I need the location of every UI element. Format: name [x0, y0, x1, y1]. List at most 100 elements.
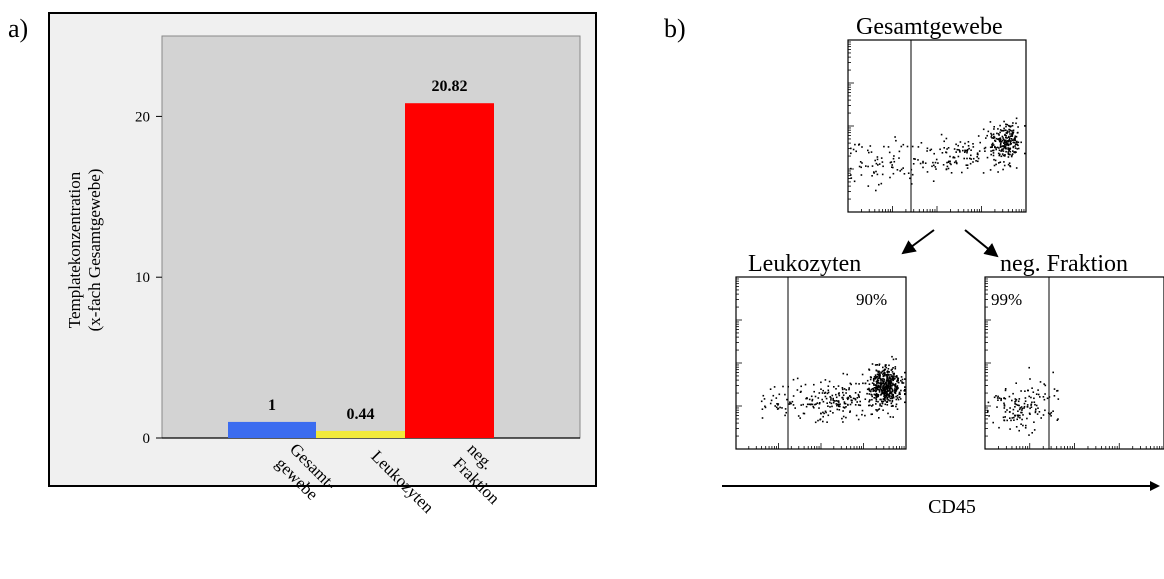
y-tick-label: 0	[143, 431, 151, 447]
scatter-dot	[870, 151, 873, 153]
scatter-dot	[847, 398, 849, 401]
scatter-dot	[868, 404, 870, 407]
scatter-dot	[1056, 419, 1059, 421]
scatter-dot	[896, 375, 898, 377]
scatter-dot	[875, 396, 878, 398]
scatter-dot	[776, 408, 779, 410]
scatter-dot	[1022, 424, 1024, 427]
scatter-dot	[881, 402, 884, 405]
scatter-dot	[886, 388, 889, 390]
scatter-dot	[879, 373, 881, 375]
scatter-dot	[998, 139, 1001, 141]
scatter-dot	[947, 147, 950, 149]
scatter-dot	[972, 143, 974, 145]
y-tick-label: 20	[135, 109, 150, 125]
scatter-dot	[976, 156, 978, 158]
scatter-dot	[796, 389, 799, 391]
scatter-dot	[891, 393, 893, 395]
scatter-dot	[880, 381, 882, 383]
bar	[228, 421, 316, 438]
scatter-dot	[876, 379, 879, 382]
scatter-dot	[813, 406, 815, 409]
scatter-dot	[1037, 389, 1039, 391]
scatter-dot	[1004, 154, 1006, 156]
scatter-dot	[873, 397, 875, 399]
scatter-dot	[1035, 393, 1038, 395]
scatter-dot	[867, 165, 869, 168]
scatter-dot	[820, 388, 822, 390]
scatter-dot	[849, 403, 852, 406]
scatter-dot	[892, 367, 894, 369]
scatter-dot	[1007, 147, 1009, 149]
scatter-dot	[832, 412, 834, 414]
axis-ticks-leukozyten	[735, 278, 905, 450]
scatter-dot	[922, 162, 924, 164]
scatter-dot	[997, 133, 1000, 135]
scatter-dot	[991, 145, 993, 147]
scatter-dot	[881, 400, 883, 403]
scatter-dot	[899, 398, 902, 400]
scatter-dot	[882, 165, 884, 168]
scatter-dot	[896, 169, 899, 171]
scatter-dot	[806, 403, 809, 406]
scatter-dot	[913, 158, 915, 160]
scatter-dot	[872, 379, 875, 381]
scatter-dot	[804, 383, 807, 386]
scatter-dot	[868, 383, 871, 385]
scatter-dot	[1001, 149, 1003, 152]
scatter-dot	[1001, 153, 1004, 155]
scatter-dot	[1008, 138, 1011, 140]
scatter-dot	[955, 143, 957, 146]
scatter-dot	[991, 146, 993, 148]
scatter-dot	[786, 398, 788, 401]
scatter-dot	[877, 388, 880, 391]
scatter-dot	[872, 390, 874, 392]
arrow-to-leukozyten	[901, 229, 935, 255]
scatter-dot	[1004, 144, 1006, 146]
scatter-dot	[896, 408, 899, 410]
scatter-dot	[1018, 398, 1021, 400]
scatter-dot	[855, 382, 857, 385]
scatter-dot	[884, 396, 887, 399]
scatter-dot	[1008, 162, 1011, 164]
scatter-dot	[917, 159, 919, 161]
scatter-dot	[892, 396, 895, 399]
scatter-dot	[845, 416, 847, 419]
scatter-dot	[1011, 130, 1013, 132]
scatter-dot	[826, 392, 829, 395]
scatter-dot	[829, 401, 831, 404]
scatter-dot	[891, 164, 893, 166]
scatter-dot	[898, 393, 901, 395]
scatter-dot	[1005, 139, 1007, 142]
scatter-dot	[1003, 127, 1005, 130]
scatter-dot	[826, 421, 828, 423]
scatter-dot	[876, 394, 878, 396]
scatter-dot	[891, 385, 893, 387]
scatter-dot	[943, 140, 945, 143]
scatter-dot	[815, 403, 817, 405]
scatter-dot	[883, 386, 885, 389]
scatter-dot	[808, 398, 811, 401]
scatter-dot	[837, 400, 839, 403]
scatter-dot	[998, 426, 1000, 429]
scatter-dot	[1002, 137, 1004, 139]
scatter-dot	[893, 390, 896, 392]
scatter-dot	[896, 380, 898, 383]
scatter-dot	[892, 384, 895, 386]
scatter-dot	[775, 397, 778, 399]
scatter-dot	[865, 165, 867, 167]
scatter-dot	[792, 378, 795, 381]
scatter-dot	[977, 135, 980, 137]
scatter-dot	[769, 388, 772, 390]
scatter-dot	[884, 373, 886, 376]
scatter-dot	[884, 364, 887, 366]
scatter-dot	[892, 157, 895, 160]
scatter-dot	[1005, 140, 1008, 143]
scatter-dot	[896, 385, 899, 387]
scatter-dot	[896, 386, 898, 388]
scatter-dot	[1015, 151, 1017, 153]
scatter-dot	[892, 405, 894, 407]
scatter-dot	[952, 156, 955, 158]
scatter-dot	[895, 405, 897, 408]
scatter-dot	[1052, 371, 1054, 374]
